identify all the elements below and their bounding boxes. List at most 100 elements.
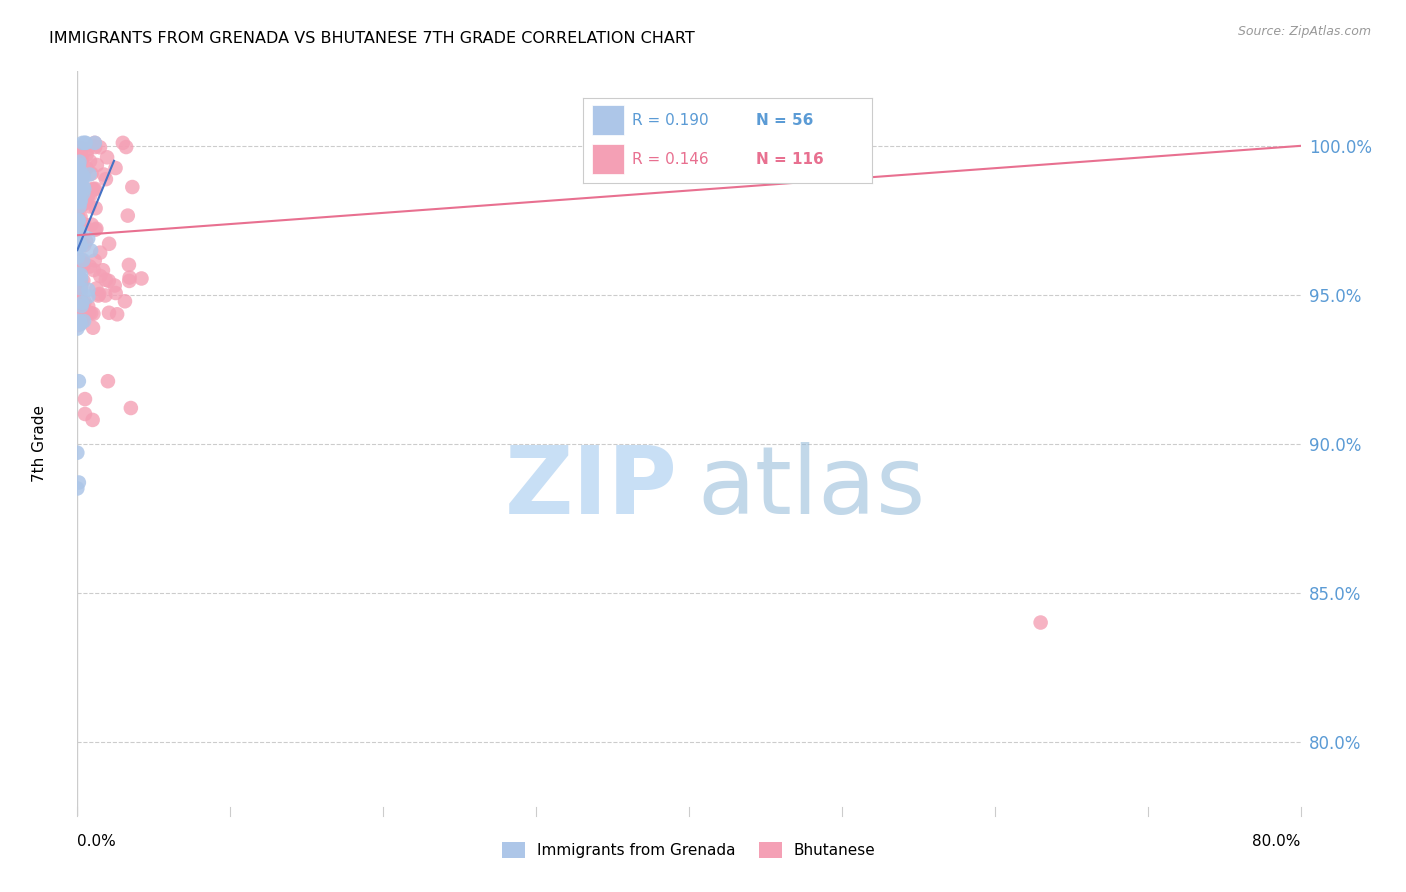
- Point: [69, 210, 91, 224]
- Point: [67, 267, 90, 281]
- Point: [75, 196, 97, 211]
- Point: [73, 218, 96, 232]
- Point: [89, 140, 111, 154]
- Point: [79, 168, 101, 182]
- Point: [67, 169, 90, 183]
- Point: [131, 271, 153, 285]
- Point: [69, 186, 91, 200]
- Point: [72, 136, 94, 150]
- Point: [94, 288, 117, 302]
- Point: [73, 258, 96, 272]
- Point: [69, 239, 91, 253]
- Point: [86, 158, 108, 172]
- Point: [77, 190, 100, 204]
- Point: [77, 289, 100, 303]
- Point: [104, 161, 127, 175]
- Point: [66, 318, 89, 333]
- Point: [76, 143, 98, 157]
- Point: [70, 304, 93, 318]
- Point: [67, 298, 90, 312]
- Point: [70, 142, 93, 156]
- Point: [79, 306, 101, 320]
- Point: [67, 171, 90, 186]
- Point: [67, 218, 90, 232]
- Point: [83, 253, 105, 268]
- Point: [1029, 615, 1052, 630]
- Point: [67, 213, 90, 227]
- Point: [69, 175, 91, 189]
- Point: [115, 140, 138, 154]
- Point: [80, 167, 103, 181]
- Point: [67, 188, 90, 202]
- Text: IMMIGRANTS FROM GRENADA VS BHUTANESE 7TH GRADE CORRELATION CHART: IMMIGRANTS FROM GRENADA VS BHUTANESE 7TH…: [49, 31, 695, 46]
- Text: R = 0.190: R = 0.190: [633, 112, 709, 128]
- Point: [70, 174, 93, 188]
- Point: [70, 296, 93, 310]
- Point: [72, 256, 94, 270]
- Point: [77, 231, 100, 245]
- Point: [70, 142, 93, 156]
- Point: [72, 179, 94, 194]
- Point: [72, 257, 94, 271]
- Point: [70, 193, 93, 207]
- Point: [76, 190, 98, 204]
- Point: [69, 317, 91, 331]
- Point: [66, 314, 89, 328]
- Point: [83, 136, 105, 150]
- Point: [86, 221, 108, 235]
- Point: [104, 286, 127, 301]
- Point: [70, 301, 93, 316]
- Point: [69, 175, 91, 189]
- Point: [69, 317, 91, 331]
- Point: [87, 288, 110, 302]
- Point: [67, 159, 90, 173]
- Point: [69, 273, 91, 287]
- Point: [73, 136, 96, 150]
- Point: [91, 263, 114, 277]
- Point: [67, 181, 90, 195]
- Point: [121, 180, 143, 194]
- Point: [72, 168, 94, 182]
- Point: [67, 240, 90, 254]
- Point: [69, 314, 91, 328]
- Point: [69, 225, 91, 239]
- Point: [69, 225, 91, 239]
- Text: atlas: atlas: [697, 442, 925, 534]
- Point: [118, 274, 141, 288]
- Point: [69, 237, 91, 252]
- Point: [76, 193, 98, 207]
- Point: [67, 200, 90, 214]
- Point: [80, 218, 103, 232]
- Point: [84, 201, 107, 215]
- Point: [80, 306, 103, 320]
- Point: [69, 154, 91, 169]
- Point: [70, 304, 93, 318]
- Point: [82, 182, 104, 196]
- Point: [69, 169, 91, 183]
- Point: [67, 296, 90, 310]
- Point: [72, 253, 94, 268]
- Bar: [592, 144, 624, 175]
- Point: [114, 294, 136, 309]
- Point: [69, 270, 91, 285]
- Point: [73, 170, 96, 185]
- Point: [73, 407, 96, 421]
- Point: [96, 150, 118, 164]
- Point: [66, 218, 89, 232]
- Point: [67, 475, 90, 490]
- Point: [70, 280, 93, 294]
- Point: [72, 297, 94, 311]
- Point: [111, 136, 134, 150]
- Point: [117, 209, 139, 223]
- Point: [89, 287, 111, 301]
- Point: [66, 321, 89, 335]
- Point: [118, 270, 141, 285]
- Point: [67, 236, 90, 251]
- Text: ZIP: ZIP: [505, 442, 678, 534]
- Point: [73, 314, 96, 328]
- Point: [69, 271, 91, 285]
- Text: 80.0%: 80.0%: [1253, 834, 1301, 849]
- Point: [67, 145, 90, 160]
- Bar: [592, 105, 624, 136]
- Point: [70, 276, 93, 290]
